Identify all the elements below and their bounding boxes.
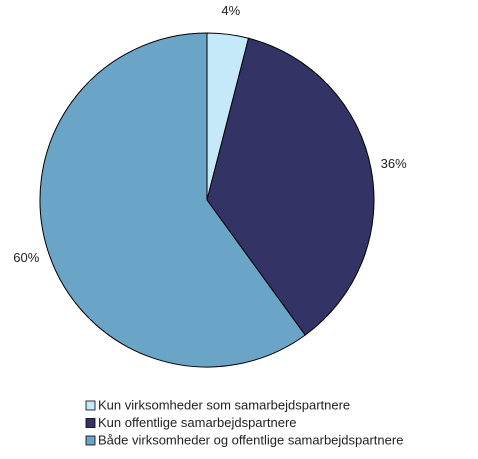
pie-slice [39,32,306,368]
legend-label: Kun virksomheder som samarbejdspartnere [98,397,350,412]
slice-label: 4% [221,3,240,18]
legend-swatch [85,400,96,411]
legend-swatch [85,418,96,428]
legend-swatch [85,435,96,446]
slice-label: 36% [381,156,407,171]
slice-label: 60% [13,250,39,265]
legend-label: Både virksomheder og offentlige samarbej… [98,432,403,447]
pie-slice [206,37,375,336]
legend-label: Kun offentlige samarbejdspartnere [98,415,297,430]
